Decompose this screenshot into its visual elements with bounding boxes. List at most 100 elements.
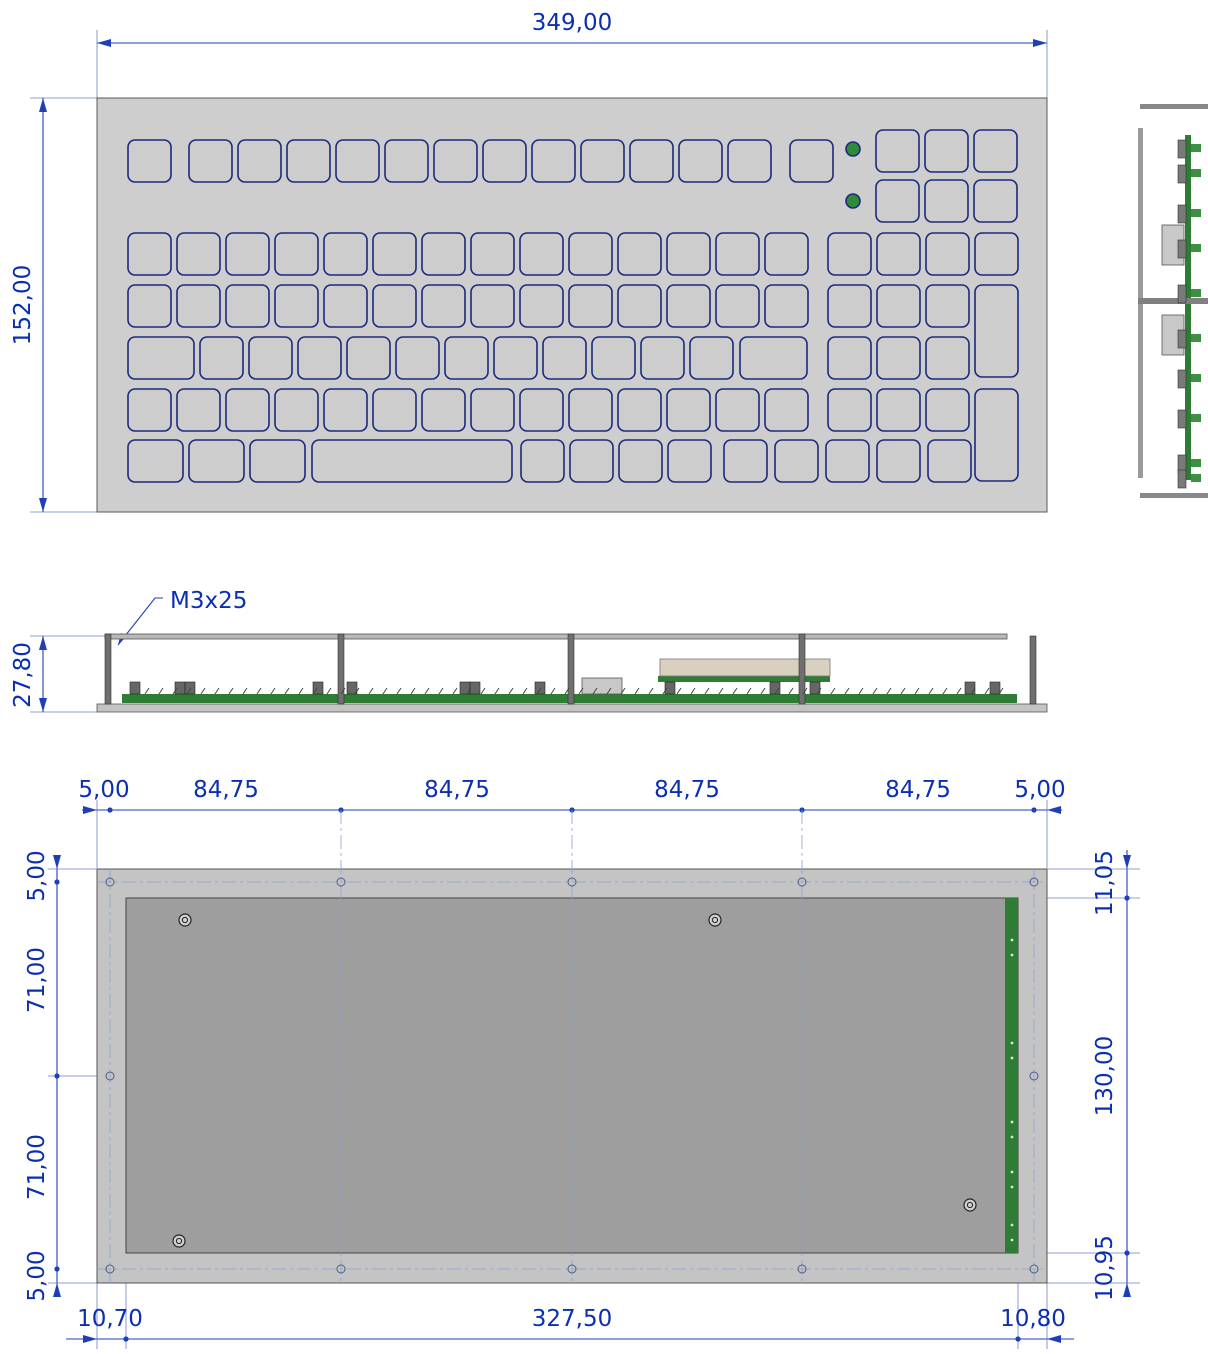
- side-component: [1191, 169, 1201, 177]
- key: [617, 232, 662, 276]
- key: [127, 232, 172, 276]
- smd-part: [774, 687, 780, 695]
- dim-right-2: 10,95: [1092, 1235, 1118, 1301]
- dim-bottom-2: 10,80: [1000, 1306, 1066, 1332]
- dim-left-1: 71,00: [24, 947, 50, 1013]
- smd-part: [858, 687, 864, 695]
- smd-part: [242, 687, 248, 695]
- screw-label: M3x25: [170, 588, 247, 614]
- key: [520, 439, 565, 483]
- smd-part: [326, 687, 332, 695]
- mounting-hole: [797, 1264, 807, 1274]
- mounting-hole: [105, 1071, 115, 1081]
- smd-part: [438, 687, 444, 695]
- smd-part: [144, 687, 150, 695]
- smd-part: [396, 687, 402, 695]
- side-component: [1191, 374, 1201, 382]
- key: [444, 336, 489, 380]
- dim-top-2: 84,75: [424, 777, 490, 803]
- pcb-pad: [1010, 1185, 1014, 1189]
- key: [723, 439, 768, 483]
- key: [482, 139, 527, 183]
- smd-part: [536, 687, 542, 695]
- key: [924, 179, 969, 223]
- smd-part: [746, 687, 752, 695]
- smd-part: [354, 687, 360, 695]
- dim-arrow: [53, 1283, 61, 1297]
- top-plate-edge: [104, 633, 1008, 640]
- right-side-view: [1138, 104, 1208, 498]
- mounting-hole: [105, 877, 115, 887]
- side-standoff: [1177, 204, 1187, 224]
- smd-part: [984, 687, 990, 695]
- side-standoff: [1177, 369, 1187, 389]
- pcb-pad: [1010, 1135, 1014, 1139]
- smd-part: [452, 687, 458, 695]
- screw-inner: [966, 1201, 974, 1209]
- dim-top-4: 84,75: [885, 777, 951, 803]
- pcb-pad: [1010, 1238, 1014, 1242]
- width-dimension-label: 349,00: [532, 10, 612, 36]
- nut: [989, 681, 1001, 695]
- smd-part: [844, 687, 850, 695]
- side-component: [1191, 289, 1201, 297]
- key: [323, 388, 368, 432]
- key: [286, 139, 331, 183]
- dim-top-1: 84,75: [193, 777, 259, 803]
- key: [470, 284, 515, 328]
- dim-left-0: 5,00: [24, 850, 50, 901]
- key: [421, 388, 466, 432]
- key: [715, 284, 760, 328]
- key: [925, 284, 970, 328]
- key: [542, 336, 587, 380]
- key: [127, 439, 184, 483]
- key: [764, 232, 809, 276]
- screw-head: [178, 913, 192, 927]
- key: [973, 129, 1018, 173]
- screw-inner: [175, 1237, 183, 1245]
- smd-part: [494, 687, 500, 695]
- smd-part: [312, 687, 318, 695]
- smd-part: [872, 687, 878, 695]
- dim-top-0: 5,00: [78, 777, 129, 803]
- mounting-hole: [336, 1264, 346, 1274]
- mounting-hole: [1029, 1264, 1039, 1274]
- key: [372, 284, 417, 328]
- nut: [469, 681, 481, 695]
- key: [127, 388, 172, 432]
- smd-part: [914, 687, 920, 695]
- key: [774, 439, 819, 483]
- key: [974, 284, 1019, 378]
- side-standoff: [1177, 469, 1187, 489]
- key: [199, 336, 244, 380]
- key: [924, 129, 969, 173]
- screw-inner: [711, 916, 719, 924]
- key: [715, 388, 760, 432]
- key: [519, 388, 564, 432]
- smd-part: [760, 687, 766, 695]
- key: [925, 388, 970, 432]
- key: [519, 232, 564, 276]
- smd-part: [298, 687, 304, 695]
- key: [876, 439, 921, 483]
- key: [274, 284, 319, 328]
- key: [127, 139, 172, 183]
- height-dimension-label: 152,00: [10, 265, 36, 345]
- smd-part: [172, 687, 178, 695]
- screw-inner: [181, 916, 189, 924]
- smd-part: [368, 687, 374, 695]
- dim-tick: [107, 807, 113, 813]
- key: [617, 388, 662, 432]
- key: [470, 388, 515, 432]
- smd-part: [606, 687, 612, 695]
- key-grid: [127, 129, 1019, 483]
- side-height-label: 27,80: [10, 642, 36, 708]
- side-component: [1191, 459, 1201, 467]
- key: [274, 388, 319, 432]
- key: [618, 439, 663, 483]
- smd-part: [970, 687, 976, 695]
- standoff: [798, 633, 806, 705]
- mounting-hole: [336, 877, 346, 887]
- key: [188, 439, 245, 483]
